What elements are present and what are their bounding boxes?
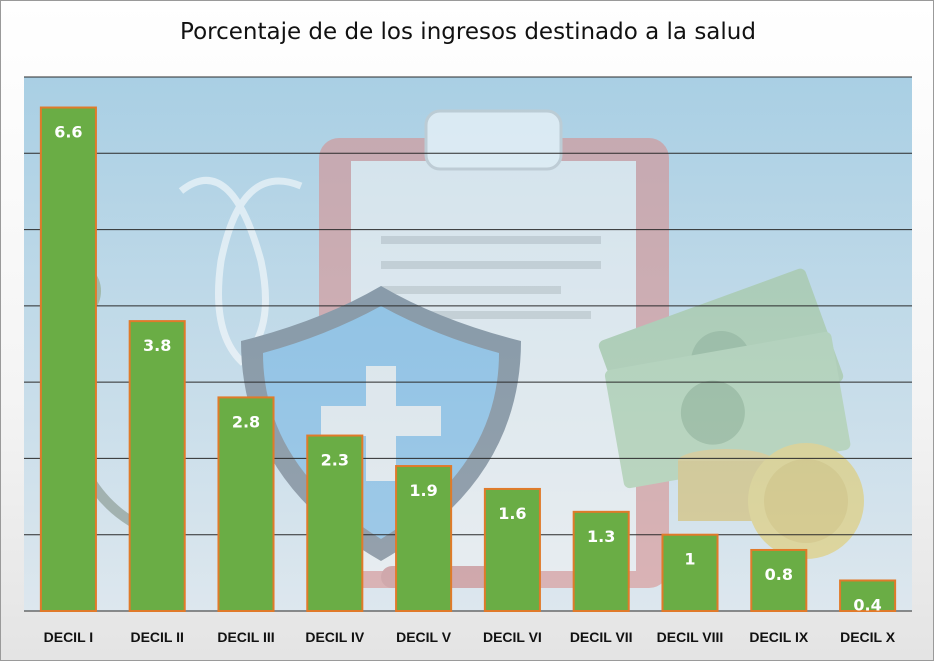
bar	[395, 465, 453, 612]
bar	[217, 396, 275, 612]
x-tick-label: DECIL I	[44, 629, 94, 645]
data-label: 1.9	[409, 481, 437, 500]
bars	[39, 106, 897, 613]
x-tick-label: DECIL VIII	[657, 629, 724, 645]
x-tick-label: DECIL III	[217, 629, 274, 645]
data-label: 3.8	[143, 336, 171, 355]
bar	[483, 487, 541, 613]
x-tick-label: DECIL VI	[483, 629, 542, 645]
bar	[306, 434, 364, 612]
data-label: 1.3	[587, 527, 615, 546]
bar	[39, 106, 97, 612]
data-labels: 6.6 3.8 2.8 2.3 1.9 1.6 1.3 1 0.8 0.4	[54, 123, 882, 615]
x-tick-label: DECIL IV	[305, 629, 365, 645]
x-tick-labels: DECIL I DECIL II DECIL III DECIL IV DECIL V D…	[44, 629, 896, 645]
x-tick-label: DECIL V	[396, 629, 452, 645]
bar	[661, 533, 719, 613]
data-label: 1	[684, 550, 695, 569]
data-label: 0.4	[853, 595, 881, 614]
bar	[572, 510, 630, 613]
chart-title: Porcentaje de de los ingresos destinado …	[180, 19, 756, 45]
bar	[839, 579, 897, 613]
data-label: 1.6	[498, 504, 526, 523]
coin-icon	[678, 443, 864, 559]
x-tick-label: DECIL X	[840, 629, 896, 645]
data-label: 2.3	[321, 451, 349, 470]
data-label: 0.8	[765, 565, 793, 584]
bar	[750, 548, 808, 613]
data-label: 2.8	[232, 412, 260, 431]
bar	[128, 320, 186, 612]
data-label: 6.6	[54, 123, 82, 142]
x-tick-label: DECIL IX	[749, 629, 809, 645]
money-icon	[598, 268, 851, 489]
x-tick-label: DECIL VII	[570, 629, 633, 645]
x-tick-label: DECIL II	[130, 629, 183, 645]
